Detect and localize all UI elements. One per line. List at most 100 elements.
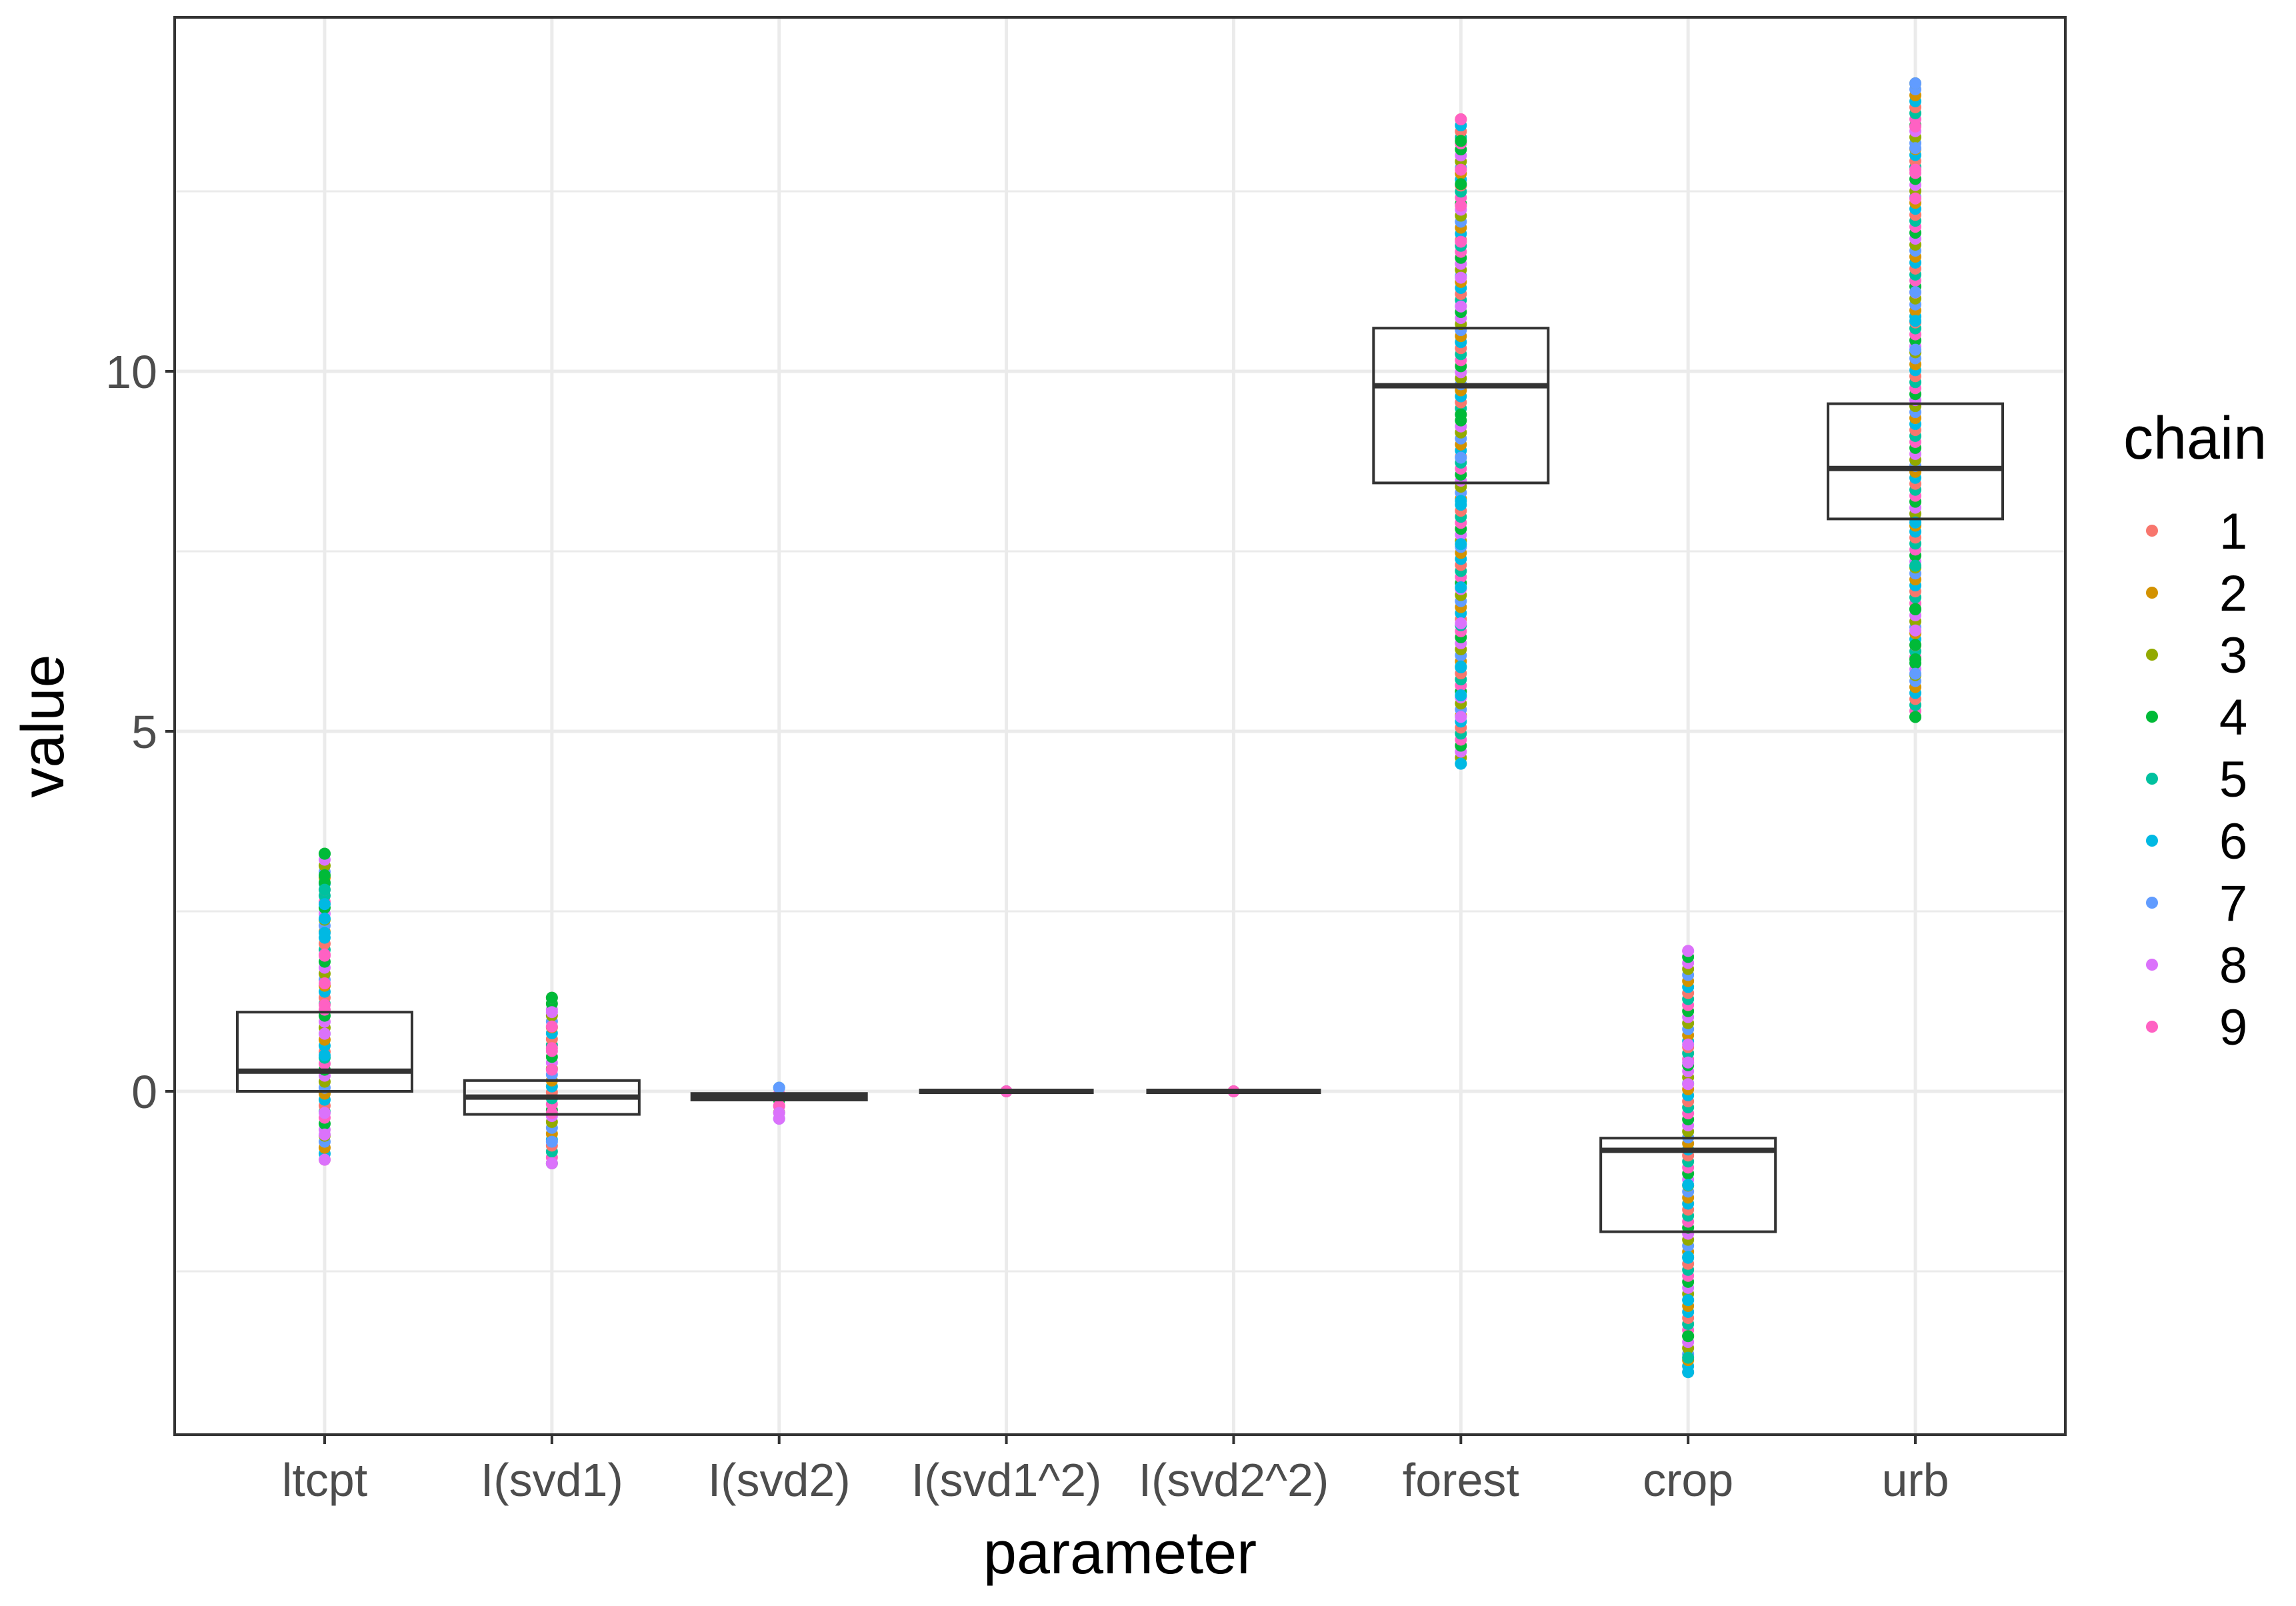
y-tick-label: 10 (105, 346, 157, 398)
legend-item: 7 (2146, 875, 2247, 932)
box-body (1599, 1137, 1777, 1233)
data-point (545, 1042, 558, 1055)
data-point (318, 1153, 331, 1166)
data-point (1455, 199, 1467, 212)
data-point (318, 1128, 331, 1141)
legend-item: 8 (2146, 937, 2247, 994)
x-tick-label: I(svd1) (481, 1454, 623, 1506)
x-axis-title: parameter (983, 1520, 1257, 1587)
data-point (1455, 408, 1467, 421)
legend-label: 4 (2219, 689, 2247, 746)
points-urb (1909, 77, 1922, 723)
legend-item: 9 (2146, 999, 2247, 1056)
box-crop (1599, 1137, 1777, 1233)
legend-label: 1 (2219, 503, 2247, 560)
data-point (318, 1027, 331, 1040)
box-I(svd1) (463, 1079, 641, 1116)
data-point (1909, 192, 1922, 205)
legend-key (2146, 1021, 2158, 1033)
y-tick-label: 0 (131, 1066, 157, 1118)
legend-item: 3 (2146, 627, 2247, 684)
box-body (1372, 327, 1550, 485)
legend-key (2146, 711, 2158, 723)
data-point (545, 1006, 558, 1019)
legend-label: 2 (2219, 565, 2247, 622)
data-point (1909, 653, 1922, 665)
data-point (1909, 286, 1922, 299)
data-point (1909, 77, 1922, 89)
data-point (1909, 603, 1922, 615)
x-tick-label: crop (1643, 1454, 1733, 1506)
points-forest (1455, 113, 1467, 770)
data-point (1909, 142, 1922, 155)
legend-item: 1 (2146, 503, 2247, 560)
legend-key (2146, 649, 2158, 661)
legend-key (2146, 897, 2158, 909)
data-point (1455, 538, 1467, 551)
legend-item: 6 (2146, 813, 2247, 870)
data-point (1682, 1366, 1695, 1379)
data-point (545, 1107, 558, 1119)
data-point (1455, 617, 1467, 629)
data-point (1682, 1251, 1695, 1263)
panel-border (173, 16, 2067, 1436)
data-point (318, 912, 331, 925)
data-point (1909, 624, 1922, 637)
data-point (318, 999, 331, 1011)
data-point (545, 1135, 558, 1148)
data-point (545, 1020, 558, 1033)
data-point (318, 898, 331, 911)
legend-key (2146, 773, 2158, 785)
box-forest (1372, 327, 1550, 485)
data-point (1909, 120, 1922, 133)
data-point (1455, 495, 1467, 507)
data-point (1682, 1056, 1695, 1069)
data-point (1455, 711, 1467, 723)
data-point (1455, 660, 1467, 673)
data-point (1455, 581, 1467, 593)
legend-key (2146, 959, 2158, 971)
x-axis: ltcpt I(svd1) I(svd2) I(svd1^2) I(svd2^2) for… (282, 1435, 1949, 1506)
box-urb (1827, 402, 2005, 521)
x-tick-label: ltcpt (282, 1454, 367, 1506)
legend-key (2146, 835, 2158, 847)
legend-label: 6 (2219, 813, 2247, 870)
points-crop (1682, 945, 1695, 1379)
data-point (1455, 113, 1467, 125)
legend-key (2146, 587, 2158, 599)
boxes-layer (235, 327, 2005, 1233)
data-point (1455, 300, 1467, 313)
data-point (1909, 163, 1922, 176)
data-point (318, 977, 331, 989)
legend-key (2146, 525, 2158, 537)
legend-label: 5 (2219, 751, 2247, 808)
x-tick-label: urb (1881, 1454, 1949, 1506)
data-point (1909, 559, 1922, 572)
data-point (1682, 1294, 1695, 1307)
data-point (1909, 711, 1922, 723)
data-point (1455, 135, 1467, 147)
legend-label: 8 (2219, 937, 2247, 994)
data-point (1682, 1078, 1695, 1091)
x-tick-label: I(svd1^2) (911, 1454, 1102, 1506)
points-ltcpt (318, 847, 331, 1166)
legend-item: 5 (2146, 751, 2247, 808)
y-axis: 0 5 10 (105, 346, 175, 1118)
data-point (1682, 1179, 1695, 1191)
data-point (318, 847, 331, 860)
data-point (1455, 271, 1467, 284)
data-point (318, 883, 331, 896)
data-point (1455, 757, 1467, 770)
data-point (1455, 178, 1467, 191)
y-tick-label: 5 (131, 706, 157, 758)
points-I(svd1) (545, 991, 558, 1169)
points-I(svd2) (773, 1081, 785, 1125)
data-point (773, 1113, 785, 1125)
box-body (235, 1011, 413, 1093)
data-point (318, 1049, 331, 1061)
legend-label: 7 (2219, 875, 2247, 932)
data-point (1455, 689, 1467, 701)
data-point (1682, 945, 1695, 957)
